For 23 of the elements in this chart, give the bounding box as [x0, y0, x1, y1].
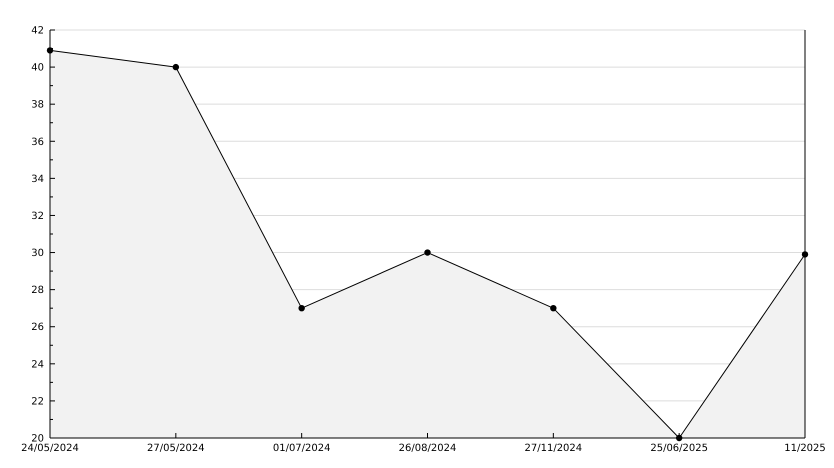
point — [550, 304, 557, 312]
y-tick-label: 26 — [31, 322, 44, 334]
y-tick-label: 32 — [31, 210, 44, 222]
x-tick-label: 01/07/2024 — [272, 443, 330, 454]
y-tick-label: 22 — [31, 396, 44, 408]
x-tick-label: 24/05/2024 — [21, 443, 79, 454]
y-tick-label: 38 — [31, 100, 44, 111]
y-tick-label: 36 — [31, 136, 44, 148]
x-tick-label: 27/11/2024 — [524, 443, 582, 454]
y-tick-label: 40 — [31, 62, 44, 74]
point — [424, 249, 431, 256]
point — [298, 304, 305, 312]
x-tick-label: 11/2025 — [784, 443, 826, 454]
point — [172, 64, 180, 70]
x-tick-label: 25/06/2025 — [650, 443, 708, 454]
y-tick-label: 34 — [31, 174, 44, 185]
y-tick-label: 24 — [31, 359, 44, 370]
x-tick-label: 27/05/2024 — [147, 443, 205, 454]
y-tick-label: 28 — [31, 285, 44, 296]
y-tick-label: 30 — [31, 248, 44, 260]
y-tick-label: 20 — [31, 434, 44, 444]
y-tick-label: 42 — [31, 26, 44, 36]
x-tick-label: 26/08/2024 — [398, 443, 456, 454]
